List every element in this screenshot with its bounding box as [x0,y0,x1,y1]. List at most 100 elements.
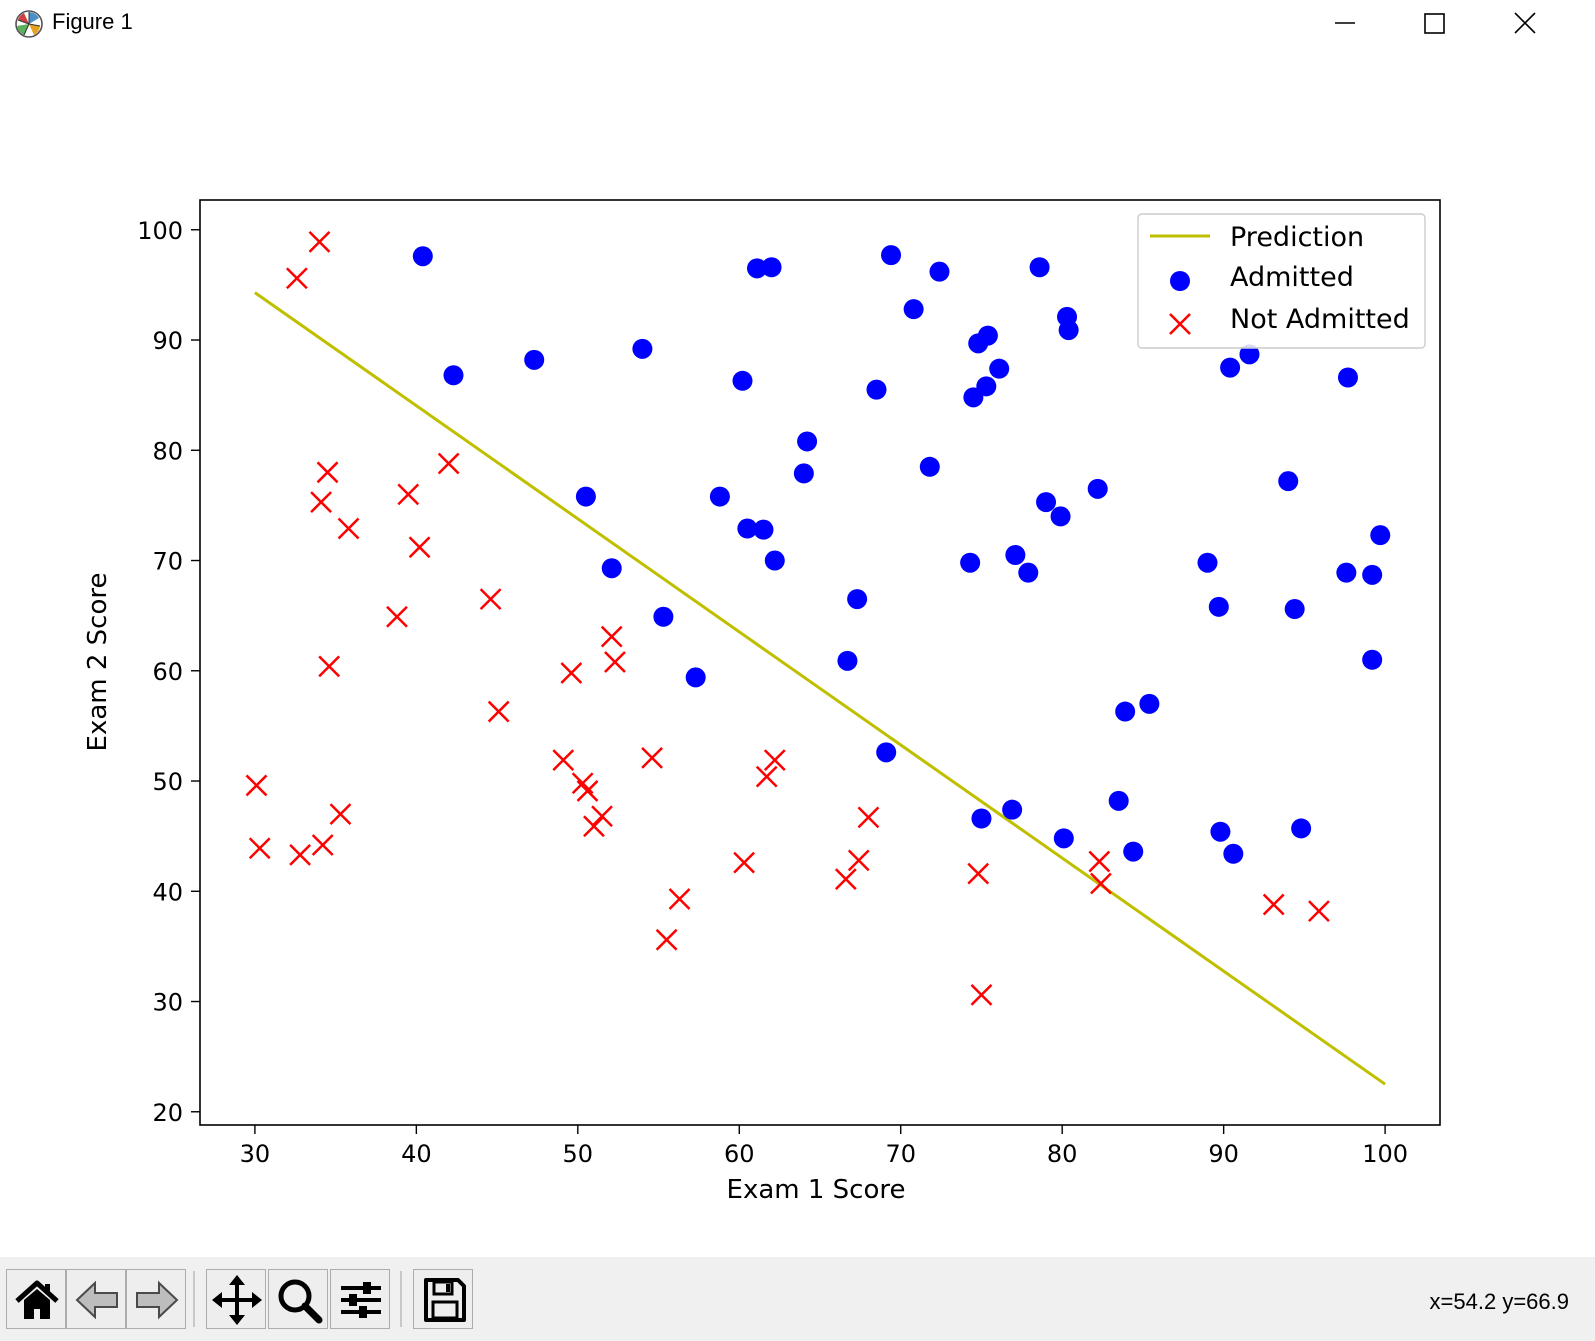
not-admitted-point [591,805,613,828]
admitted-point [989,358,1010,379]
admitted-point [412,246,433,267]
close-button[interactable] [1502,0,1548,48]
admitted-point [443,365,464,386]
admitted-point [1029,257,1050,278]
admitted-point [1005,545,1026,566]
magnifier-icon [278,1279,323,1324]
back-button[interactable] [66,1269,126,1329]
not-admitted-point [310,491,332,513]
prediction-line [254,291,1386,1086]
configure-subplots-button[interactable] [330,1269,390,1329]
x-tick-label: 70 [885,1140,916,1168]
not-admitted-point [733,851,755,874]
zoom-button[interactable] [268,1269,328,1329]
x-tick-label: 100 [1362,1140,1408,1168]
admitted-point [1220,357,1241,378]
not-admitted-point [408,536,431,559]
admitted-point [524,349,545,370]
admitted-point [976,376,997,397]
not-admitted-point [316,461,339,484]
admitted-point [977,325,998,346]
x-tick-label: 60 [724,1140,755,1168]
not-admitted-point [600,625,623,648]
not-admitted-point [386,605,408,628]
admitted-point [1087,478,1108,499]
admitted-point [753,519,774,540]
minimize-button[interactable] [1322,0,1368,48]
not-admitted-point [755,765,778,788]
admitted-point [971,808,992,829]
minimize-icon [1335,22,1355,24]
admitted-point [1362,649,1383,670]
floppy-disk-icon [424,1278,466,1322]
legend-swatch-admitted [1170,271,1190,291]
admitted-point [1291,818,1312,839]
x-tick-label: 50 [563,1140,594,1168]
not-admitted-point [318,655,341,678]
maximize-icon [1424,13,1445,34]
x-tick-label: 90 [1208,1140,1239,1168]
not-admitted-point [970,984,993,1006]
admitted-point [632,338,653,359]
move-icon [212,1275,262,1325]
admitted-point [709,486,730,507]
y-tick-label: 80 [152,437,183,465]
admitted-point [1053,828,1074,849]
y-tick-label: 70 [152,548,183,576]
admitted-point [1050,506,1071,527]
admitted-point [837,650,858,671]
not-admitted-point [641,746,663,769]
close-icon [1514,12,1536,34]
not-admitted-point [248,837,271,860]
admitted-point [929,261,950,282]
y-tick-label: 30 [152,989,183,1017]
not-admitted-point [604,651,626,673]
x-tick-label: 30 [240,1140,271,1168]
home-button[interactable] [6,1269,66,1329]
not-admitted-point [583,815,605,838]
admitted-point [797,431,818,452]
admitted-point [737,518,758,539]
admitted-point [1336,562,1357,583]
admitted-point [1337,367,1358,388]
not-admitted-point [329,803,352,825]
not-admitted-point [397,483,420,506]
admitted-point [761,257,782,278]
pan-button[interactable] [206,1269,266,1329]
admitted-point [919,456,940,477]
not-admitted-point [479,588,502,610]
admitted-point [653,606,674,627]
not-admitted-point [668,888,691,910]
admitted-point [1208,596,1229,617]
scatter-chart[interactable]: 30 40 50 60 70 80 90 100 20 30 40 50 60 70 80 90 100 Exa… [0,0,1595,1257]
admitted-point [960,552,981,573]
x-tick-label: 80 [1047,1140,1078,1168]
forward-button[interactable] [126,1269,186,1329]
admitted-point [1278,471,1299,492]
admitted-point [1123,841,1144,862]
admitted-point [1197,552,1218,573]
not-admitted-point [552,749,575,771]
maximize-button[interactable] [1412,0,1458,48]
arrow-right-icon [136,1280,179,1320]
not-admitted-point [655,928,678,951]
not-admitted-point [311,834,334,856]
y-axis-label: Exam 2 Score [83,573,113,752]
admitted-point [1018,562,1039,583]
not-admitted-point [763,749,786,771]
x-axis-label: Exam 1 Score [727,1175,906,1205]
sliders-icon [341,1282,381,1318]
toolbar-separator [400,1271,402,1327]
not-admitted-point [308,231,331,253]
admitted-point [601,558,622,579]
y-tick-label: 20 [152,1099,183,1127]
admitted-point [881,245,902,266]
admitted-point [575,486,596,507]
save-button[interactable] [413,1269,473,1329]
not-admitted-point [967,862,990,885]
admitted-point [764,550,785,571]
not-admitted-point [847,849,870,872]
legend-label-admitted: Admitted [1230,262,1354,293]
admitted-point [1210,821,1231,842]
not-admitted-point [834,868,857,891]
